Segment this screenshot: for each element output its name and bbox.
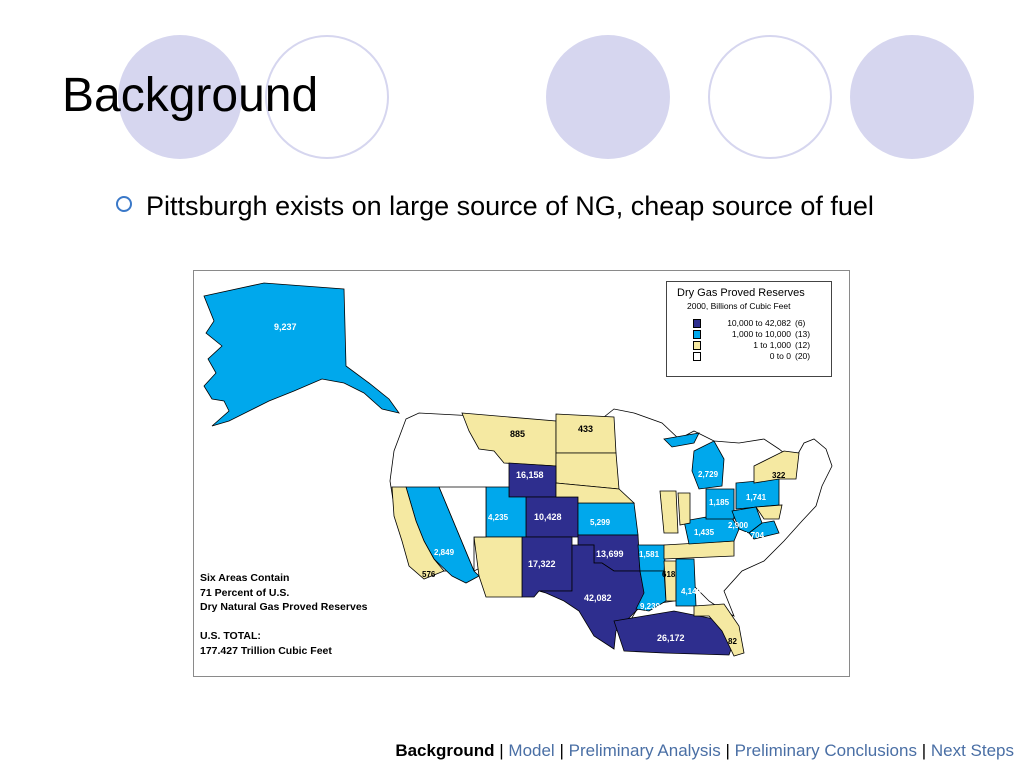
area-maryland: [755, 504, 783, 520]
legend-row: 1,000 to 10,000 (13): [693, 329, 823, 340]
area-louisiana: [635, 570, 667, 612]
area-virginia: [748, 520, 780, 540]
note-line: U.S. TOTAL:: [200, 630, 261, 642]
legend-title: Dry Gas Proved Reserves: [677, 287, 805, 299]
area-ohio: [705, 488, 735, 520]
label-pennsylvania: 1,741: [746, 493, 767, 502]
area-michigan-upper: [663, 432, 700, 448]
label-kansas: 5,299: [590, 518, 611, 527]
legend-subtitle: 2000, Billions of Cubic Feet: [687, 301, 791, 311]
label-alaska: 9,237: [274, 322, 297, 332]
label-michigan: 2,729: [698, 470, 719, 479]
map-note: Six Areas Contain 71 Percent of U.S. Dry…: [200, 571, 368, 658]
nav-separator: |: [725, 741, 730, 760]
bullet-item: Pittsburgh exists on large source of NG,…: [116, 188, 956, 224]
note-spacer: [200, 615, 368, 630]
area-nebraska: [555, 482, 636, 504]
map-legend: Dry Gas Proved Reserves 2000, Billions o…: [666, 281, 832, 377]
us-map-svg: 9,237 885 433 16,158 10,428 4,235 5,299 …: [203, 282, 833, 657]
area-alaska: [203, 282, 400, 427]
bullet-ring-icon: [116, 196, 132, 212]
note-line: Dry Natural Gas Proved Reserves: [200, 601, 368, 613]
note-line: Six Areas Contain: [200, 572, 290, 584]
nav-separator: |: [921, 741, 927, 760]
label-louisiana: 9,239: [640, 602, 661, 611]
area-wyoming: [508, 462, 557, 498]
footer-nav: Background | Model | Preliminary Analysi…: [395, 741, 1014, 761]
nav-separator: |: [499, 741, 504, 760]
legend-swatch: [693, 352, 701, 361]
label-california-offshore: 576: [422, 570, 436, 579]
decor-ring-2: [708, 35, 832, 159]
label-montana: 885: [510, 429, 525, 439]
legend-range: 1,000 to 10,000: [731, 329, 791, 339]
label-california: 2,849: [434, 548, 455, 557]
label-florida: 82: [728, 637, 737, 646]
note-line: 177.427 Trillion Cubic Feet: [200, 644, 332, 657]
slide-title: Background: [62, 69, 319, 122]
nav-current-background[interactable]: Background: [395, 741, 495, 760]
label-oklahoma: 13,699: [596, 549, 624, 559]
area-mississippi: [663, 560, 677, 602]
gas-reserves-map: 9,237 885 433 16,158 10,428 4,235 5,299 …: [193, 270, 850, 677]
decor-ring-1: [265, 35, 389, 159]
legend-count: (20): [795, 351, 811, 361]
nav-preliminary-analysis[interactable]: Preliminary Analysis: [568, 741, 721, 760]
legend-swatch: [693, 319, 701, 328]
area-michigan: [691, 440, 725, 490]
area-indiana: [677, 492, 691, 526]
label-virginia: 1,704: [744, 531, 765, 540]
label-new-mexico: 17,322: [528, 559, 556, 569]
label-ohio: 1,185: [709, 498, 730, 507]
label-kentucky: 1,435: [694, 528, 715, 537]
nav-next-steps[interactable]: Next Steps: [930, 741, 1014, 760]
label-alabama: 4,149: [681, 587, 702, 596]
nav-model[interactable]: Model: [508, 741, 555, 760]
decor-circle-3: [850, 35, 974, 159]
nav-separator: |: [559, 741, 564, 760]
bullet-text: Pittsburgh exists on large source of NG,…: [146, 191, 874, 221]
legend-range: 1 to 1,000: [753, 340, 791, 350]
legend-count: (13): [795, 329, 811, 339]
legend-count: (6): [795, 318, 806, 328]
label-gulf-of-mexico: 26,172: [657, 633, 685, 643]
area-arizona: [473, 536, 523, 598]
legend-swatch: [693, 341, 701, 350]
area-illinois: [659, 490, 679, 534]
label-colorado: 10,428: [534, 512, 562, 522]
label-arkansas: 1,581: [639, 550, 660, 559]
label-north-dakota: 433: [578, 424, 593, 434]
label-utah: 4,235: [488, 513, 509, 522]
area-florida: [693, 603, 745, 657]
label-texas: 42,082: [584, 593, 612, 603]
legend-row: 1 to 1,000 (12): [693, 340, 823, 351]
area-alabama: [675, 558, 697, 607]
legend-row: 10,000 to 42,082 (6): [693, 318, 823, 329]
legend-count: (12): [795, 340, 811, 350]
nav-preliminary-conclusions[interactable]: Preliminary Conclusions: [734, 741, 917, 760]
note-line: 71 Percent of U.S.: [200, 586, 290, 599]
decor-circle-1: [118, 35, 242, 159]
label-mississippi: 618: [662, 570, 676, 579]
decor-circle-2: [546, 35, 670, 159]
area-new-york: [753, 450, 800, 484]
area-california-offshore: [391, 486, 445, 580]
legend-range: 0 to 0: [769, 351, 791, 361]
label-west-virginia: 2,900: [728, 521, 749, 530]
legend-range: 10,000 to 42,082: [727, 318, 791, 328]
label-new-york: 322: [772, 471, 786, 480]
legend-swatch: [693, 330, 701, 339]
legend-row: 0 to 0 (20): [693, 351, 823, 362]
label-wyoming: 16,158: [516, 470, 544, 480]
